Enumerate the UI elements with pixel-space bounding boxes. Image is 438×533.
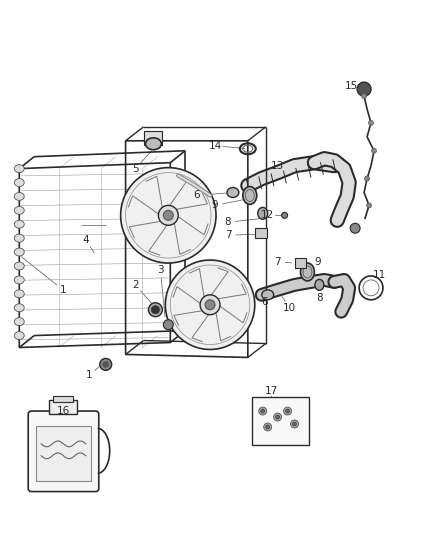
Circle shape: [357, 82, 371, 96]
Circle shape: [266, 425, 270, 429]
Circle shape: [100, 358, 112, 370]
Circle shape: [276, 415, 279, 419]
Text: 1: 1: [85, 370, 92, 381]
Ellipse shape: [14, 248, 24, 256]
Ellipse shape: [14, 262, 24, 270]
Bar: [252, 397, 309, 445]
Circle shape: [274, 413, 282, 421]
Bar: [255, 228, 267, 238]
Text: 9: 9: [314, 257, 321, 267]
Circle shape: [103, 361, 109, 367]
Ellipse shape: [14, 332, 24, 340]
Circle shape: [165, 260, 255, 350]
Ellipse shape: [14, 290, 24, 298]
Circle shape: [290, 420, 298, 428]
Circle shape: [368, 120, 374, 125]
Ellipse shape: [14, 179, 24, 187]
Text: 10: 10: [283, 303, 296, 313]
Text: 2: 2: [132, 280, 139, 290]
Circle shape: [163, 211, 173, 220]
Ellipse shape: [14, 220, 24, 228]
Circle shape: [371, 148, 377, 153]
Ellipse shape: [227, 188, 239, 197]
Ellipse shape: [243, 187, 257, 204]
Circle shape: [159, 205, 178, 225]
Circle shape: [259, 407, 267, 415]
Text: 4: 4: [82, 235, 89, 245]
Circle shape: [120, 168, 216, 263]
Circle shape: [163, 320, 173, 329]
Circle shape: [350, 223, 360, 233]
Ellipse shape: [14, 318, 24, 326]
Circle shape: [283, 407, 292, 415]
Circle shape: [293, 422, 297, 426]
Ellipse shape: [300, 263, 314, 281]
Circle shape: [148, 303, 162, 317]
Circle shape: [362, 94, 367, 99]
Text: 5: 5: [132, 164, 139, 174]
Ellipse shape: [14, 276, 24, 284]
Text: 17: 17: [265, 386, 278, 396]
Text: 7: 7: [274, 257, 281, 267]
Text: 12: 12: [261, 211, 274, 220]
Bar: [294, 258, 307, 268]
Text: 15: 15: [345, 81, 358, 91]
Text: 7: 7: [225, 230, 231, 240]
Ellipse shape: [14, 304, 24, 312]
Ellipse shape: [14, 165, 24, 173]
Text: 11: 11: [372, 270, 385, 280]
Text: 16: 16: [57, 406, 70, 416]
Circle shape: [286, 409, 290, 413]
Ellipse shape: [14, 234, 24, 242]
Circle shape: [264, 423, 272, 431]
Text: 8: 8: [225, 217, 231, 227]
Text: 9: 9: [212, 200, 218, 211]
Bar: [49, 400, 77, 414]
Text: 14: 14: [208, 141, 222, 151]
Text: 1: 1: [60, 285, 66, 295]
Text: 6: 6: [261, 297, 268, 307]
Ellipse shape: [315, 279, 324, 290]
Circle shape: [200, 295, 220, 314]
Circle shape: [282, 212, 288, 219]
Bar: [36, 426, 91, 481]
FancyBboxPatch shape: [28, 411, 99, 491]
Ellipse shape: [262, 290, 274, 300]
Text: 13: 13: [271, 160, 284, 171]
Text: 6: 6: [193, 190, 199, 200]
Ellipse shape: [14, 192, 24, 200]
Text: 3: 3: [157, 265, 164, 275]
Text: 8: 8: [316, 293, 323, 303]
Circle shape: [364, 176, 370, 181]
Circle shape: [367, 203, 371, 208]
Circle shape: [261, 409, 265, 413]
Bar: [53, 396, 73, 402]
Bar: [145, 131, 162, 145]
Circle shape: [205, 300, 215, 310]
Ellipse shape: [145, 138, 161, 150]
Ellipse shape: [14, 206, 24, 214]
Circle shape: [152, 306, 159, 314]
Ellipse shape: [258, 207, 268, 219]
